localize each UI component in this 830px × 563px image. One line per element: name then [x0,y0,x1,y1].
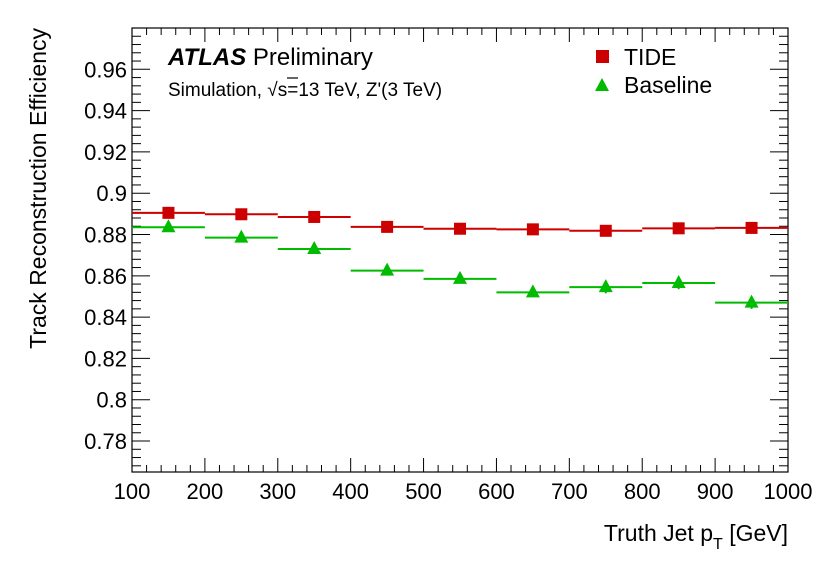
atlas-status: Preliminary [253,44,373,71]
y-tick-label: 0.96 [84,57,127,82]
y-tick-label: 0.84 [84,305,127,330]
y-tick-label: 0.9 [96,181,127,206]
data-point-triangle [744,294,759,308]
y-tick-label: 0.86 [84,264,127,289]
data-point-square [235,208,248,221]
data-point-square [454,222,466,235]
y-axis-title: Track Reconstruction Efficiency [25,28,51,349]
data-point-triangle [598,279,613,293]
data-point-triangle [307,240,322,254]
series-baseline [132,219,788,309]
legend-marker-baseline [595,78,609,91]
x-axis-title-unit: [GeV] [729,520,788,546]
atlas-label: ATLAS Preliminary [167,44,373,71]
data-series [132,206,788,309]
data-point-triangle [525,284,540,298]
x-tick-label: 400 [332,479,369,504]
data-point-square [672,222,685,235]
legend-label-tide: TIDE [624,44,676,70]
series-tide [132,206,788,237]
data-point-square [526,223,539,236]
data-point-triangle [671,275,686,289]
x-tick-label: 1000 [764,479,813,504]
data-point-triangle [234,229,249,243]
x-tick-label: 200 [187,479,224,504]
x-axis-title-subscript: T [713,536,723,553]
y-tick-label: 0.8 [96,388,127,413]
x-axis-title: Truth Jet pT [GeV] [604,520,788,553]
y-tick-label: 0.78 [84,429,127,454]
x-tick-label: 300 [259,479,296,504]
axis-tick-labels: 100 200 300 400 500 600 700 800 900 1000 0.78 0.8 0.… [84,57,812,504]
atlas-status-space [246,44,253,71]
y-tick-label: 0.82 [84,346,127,371]
y-tick-label: 0.92 [84,140,127,165]
data-point-square [381,220,394,233]
legend-marker-tide [596,50,609,63]
x-tick-label: 100 [114,479,151,504]
y-tick-label: 0.94 [84,99,127,124]
simulation-label: Simulation, √s=13 TeV, Z'(3 TeV) [168,80,442,101]
legend-label-baseline: Baseline [624,72,712,98]
data-point-square [308,210,321,223]
data-point-triangle [380,262,395,276]
x-axis-title-main: Truth Jet p [604,520,713,546]
data-point-triangle [453,270,467,284]
legend: TIDE Baseline [595,44,712,98]
x-tick-label: 600 [478,479,515,504]
axis-ticks [131,27,789,472]
x-tick-label: 800 [624,479,661,504]
sqrt-s: s [278,80,288,101]
data-point-triangle [161,219,176,233]
simulation-rest: =13 TeV, Z'(3 TeV) [287,80,442,101]
x-tick-label: 700 [551,479,588,504]
data-point-square [162,206,175,219]
plot-frame [131,27,789,473]
sqrt-symbol: √ [267,80,278,101]
x-tick-label: 500 [405,479,442,504]
x-tick-label: 900 [697,479,734,504]
simulation-prefix: Simulation, [168,80,267,101]
data-point-square [745,221,758,234]
atlas-experiment: ATLAS [167,44,246,71]
data-point-square [599,224,612,237]
y-tick-label: 0.88 [84,223,127,248]
